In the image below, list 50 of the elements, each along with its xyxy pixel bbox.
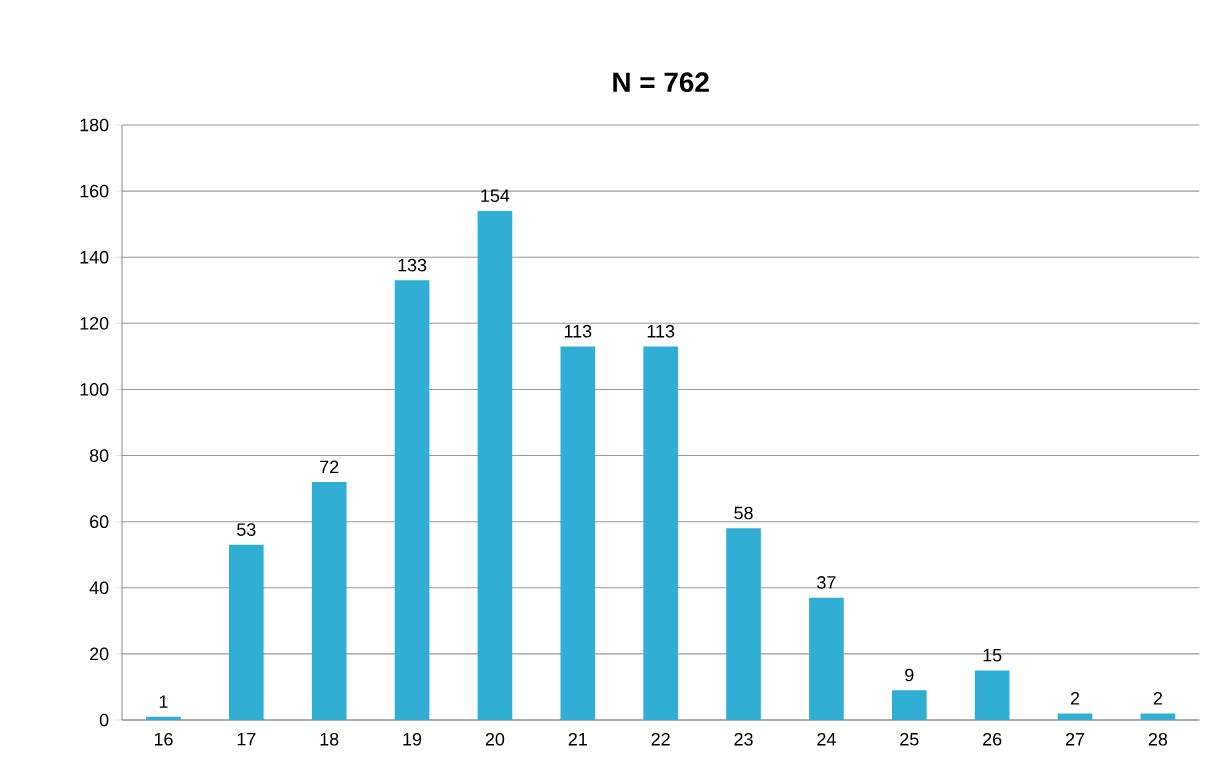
y-tick-label: 0 [99,713,109,727]
bar [477,210,513,720]
y-tick-label: 120 [80,316,109,330]
y-tick-label: 40 [89,581,109,595]
chart-title: N = 762 [613,72,709,93]
y-tick-label: 160 [80,184,109,198]
data-label: 113 [647,324,675,338]
data-label: 2 [1153,691,1163,705]
data-label: 72 [320,460,339,474]
bar [891,690,927,720]
data-label: 53 [237,523,256,536]
data-label: 113 [564,324,592,338]
bar [228,544,264,720]
bar [1140,713,1176,720]
bar [726,528,761,720]
data-label: 9 [905,668,914,682]
bar [394,280,430,720]
data-label: 1 [159,695,168,708]
x-tick-label: 24 [817,732,836,746]
x-tick-label: 17 [237,732,256,746]
data-label: 58 [734,506,753,520]
x-tick-label: 26 [983,732,1002,746]
x-tick-label: 22 [651,732,670,746]
data-label: 133 [398,258,427,272]
y-tick-label: 180 [80,118,109,132]
x-tick-label: 21 [568,732,587,746]
data-label: 154 [481,189,510,203]
bar [146,716,181,720]
x-tick-label: 25 [900,732,919,746]
data-label: 37 [817,576,836,589]
bar [974,670,1010,720]
bar [809,597,844,720]
y-tick-label: 60 [90,515,109,529]
bar [560,346,596,720]
x-tick-label: 19 [403,732,422,746]
y-tick-label: 80 [89,449,109,462]
bar [643,346,679,720]
x-tick-label: 28 [1148,732,1168,746]
data-label: 15 [983,649,1002,662]
x-tick-label: 27 [1065,732,1085,746]
data-label: 2 [1070,691,1080,705]
x-tick-label: 20 [485,732,505,746]
y-tick-label: 140 [80,250,109,264]
bar [311,482,347,720]
x-tick-label: 23 [734,732,753,746]
y-tick-label: 20 [90,647,109,661]
x-tick-label: 16 [154,732,173,746]
y-tick-label: 100 [80,383,109,396]
x-tick-label: 18 [320,732,339,746]
bar [1057,713,1093,720]
